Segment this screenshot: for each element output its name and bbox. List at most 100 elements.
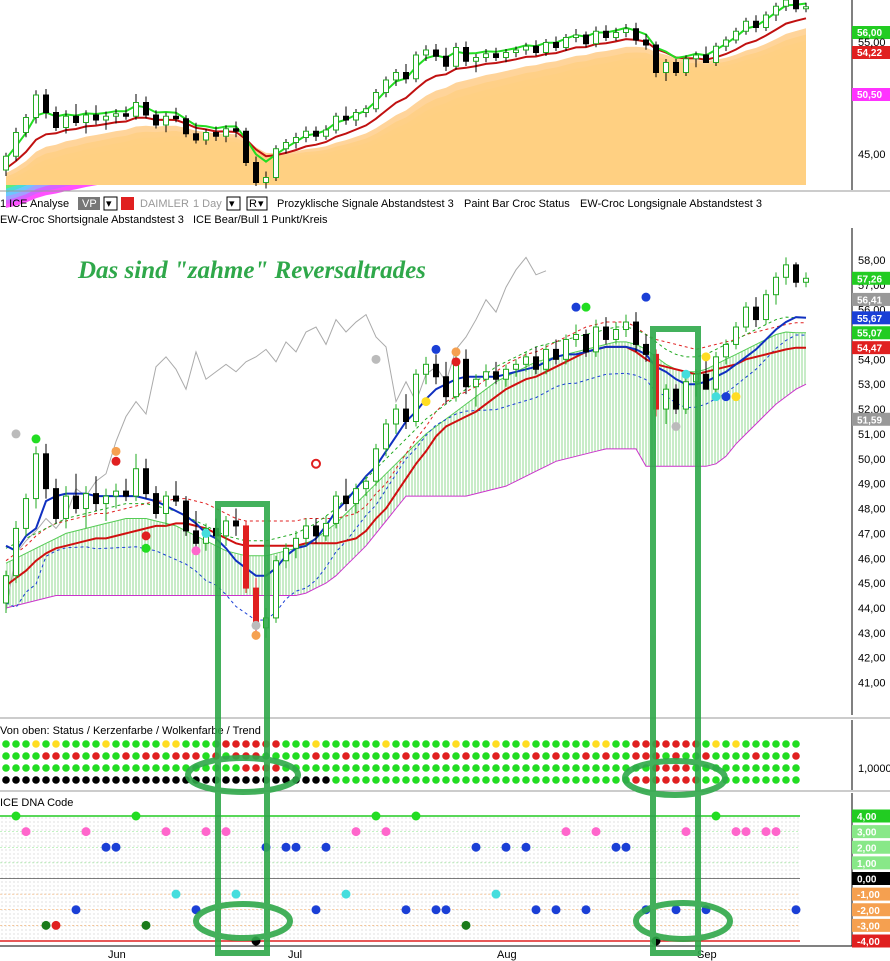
status-dot — [632, 776, 640, 784]
status-dot — [192, 752, 200, 760]
top-candle — [473, 57, 479, 62]
r-button[interactable] — [246, 196, 268, 211]
status-dot — [782, 752, 790, 760]
main-price-tag-text: 55,07 — [857, 329, 882, 340]
top-candle — [263, 177, 269, 183]
status-dot — [592, 764, 600, 772]
candle — [353, 488, 359, 505]
candle — [413, 373, 419, 423]
status-dot — [742, 764, 750, 772]
status-dot — [72, 764, 80, 772]
top-candle — [463, 47, 469, 62]
dna-level-tag — [852, 809, 890, 823]
vp-button[interactable] — [78, 197, 100, 210]
status-dot — [352, 764, 360, 772]
candle — [233, 520, 239, 527]
dna-dot — [51, 920, 61, 930]
status-dot — [2, 776, 10, 784]
status-dot — [442, 740, 450, 748]
dropdown-button[interactable] — [103, 196, 118, 211]
status-dot — [172, 752, 180, 760]
interval-dropdown[interactable] — [226, 196, 241, 211]
candle — [363, 480, 369, 490]
candle — [303, 525, 309, 539]
status-dot — [372, 776, 380, 784]
dna-dot — [671, 905, 681, 915]
status-dot — [322, 776, 330, 784]
signal-dot — [431, 344, 441, 354]
candle — [493, 371, 499, 380]
highlight-rect — [215, 501, 270, 956]
status-dot — [622, 752, 630, 760]
status-dot — [32, 752, 40, 760]
status-dot — [102, 740, 110, 748]
color-swatch[interactable] — [121, 197, 134, 210]
dna-dot — [81, 827, 91, 837]
top-candle — [633, 28, 639, 41]
top-candle — [273, 148, 279, 178]
main-ytick: 47,00 — [858, 528, 886, 540]
candle — [733, 326, 739, 345]
main-ytick: 45,00 — [858, 578, 886, 590]
top-candle — [173, 115, 179, 120]
main-price-tag — [852, 311, 890, 325]
status-dot — [712, 740, 720, 748]
x-axis: Jun Jul Aug Sep — [0, 945, 852, 961]
status-dot — [712, 752, 720, 760]
dna-dot — [621, 842, 631, 852]
status-dot — [752, 740, 760, 748]
candle — [293, 537, 299, 549]
status-dot — [682, 740, 690, 748]
top-candle — [383, 79, 389, 93]
dna-level-tag — [852, 856, 890, 870]
status-dot — [302, 752, 310, 760]
svg-text:R: R — [249, 198, 257, 210]
top-candle — [523, 45, 529, 51]
candle — [523, 356, 529, 365]
status-dot — [452, 740, 460, 748]
status-dot — [372, 764, 380, 772]
highlight-boxes — [185, 326, 733, 956]
status-dot — [282, 752, 290, 760]
status-dot — [432, 764, 440, 772]
signal-dot — [251, 630, 261, 640]
main-price-tag — [852, 412, 890, 426]
status-dot — [582, 740, 590, 748]
candle — [773, 276, 779, 296]
dna-level-tag — [852, 903, 890, 917]
status-dot — [542, 764, 550, 772]
dna-level-tag-text: -4,00 — [857, 937, 880, 948]
indicator-label: Paint Bar Croc Status — [464, 198, 570, 210]
status-dot — [42, 776, 50, 784]
status-dot — [642, 752, 650, 760]
top-candle — [553, 42, 559, 48]
status-dot — [92, 764, 100, 772]
candle — [173, 495, 179, 502]
status-dot — [82, 752, 90, 760]
top-candle — [193, 133, 199, 141]
main-price-tag-text: 55,67 — [857, 314, 882, 325]
status-dot — [322, 752, 330, 760]
top-candle — [303, 130, 309, 138]
kijun-line — [5, 345, 806, 587]
dna-dot — [321, 842, 331, 852]
status-dot — [312, 752, 320, 760]
candle — [53, 488, 59, 519]
status-dot — [392, 776, 400, 784]
candle — [473, 378, 479, 388]
status-dot — [432, 740, 440, 748]
status-dot — [732, 740, 740, 748]
status-dot — [192, 740, 200, 748]
status-dot — [412, 776, 420, 784]
status-dot — [602, 764, 610, 772]
top-candle — [133, 102, 139, 117]
status-dot — [102, 752, 110, 760]
top-candle — [783, 0, 789, 7]
status-dot — [742, 740, 750, 748]
status-dot — [612, 740, 620, 748]
status-dot — [482, 752, 490, 760]
status-dot — [482, 740, 490, 748]
x-tick-sep: Sep — [697, 949, 717, 961]
top-candle — [513, 49, 519, 53]
status-dot — [752, 776, 760, 784]
